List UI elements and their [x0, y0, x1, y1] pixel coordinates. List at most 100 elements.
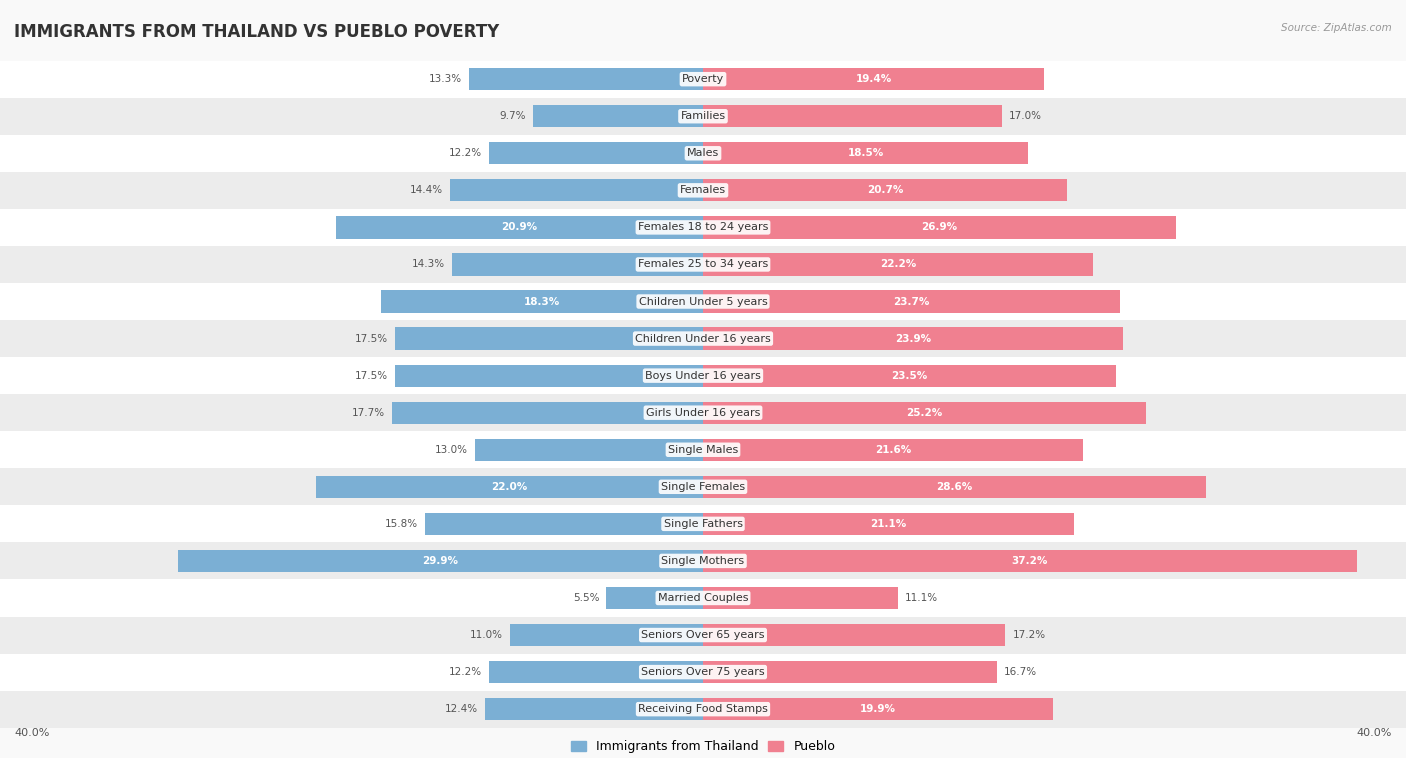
Text: 15.8%: 15.8% — [385, 519, 419, 529]
Text: Girls Under 16 years: Girls Under 16 years — [645, 408, 761, 418]
Bar — [489, 661, 703, 683]
Text: 17.5%: 17.5% — [356, 371, 388, 381]
Text: 9.7%: 9.7% — [499, 111, 526, 121]
Bar — [703, 402, 1146, 424]
Text: Children Under 5 years: Children Under 5 years — [638, 296, 768, 306]
Text: 14.3%: 14.3% — [412, 259, 444, 269]
Bar — [0, 357, 1406, 394]
Text: 17.2%: 17.2% — [1012, 630, 1046, 640]
Bar — [703, 327, 1123, 349]
Text: 17.7%: 17.7% — [352, 408, 385, 418]
Bar — [703, 661, 997, 683]
Text: 12.2%: 12.2% — [449, 149, 481, 158]
Text: Married Couples: Married Couples — [658, 593, 748, 603]
Bar — [475, 439, 703, 461]
Text: 25.2%: 25.2% — [907, 408, 942, 418]
Text: 14.4%: 14.4% — [409, 186, 443, 196]
Bar — [336, 216, 703, 239]
Text: 16.7%: 16.7% — [1004, 667, 1036, 677]
Bar — [0, 691, 1406, 728]
Bar — [450, 179, 703, 202]
Text: 11.0%: 11.0% — [470, 630, 503, 640]
Bar — [0, 653, 1406, 691]
Bar — [703, 179, 1067, 202]
Text: 13.0%: 13.0% — [434, 445, 467, 455]
Text: 20.7%: 20.7% — [866, 186, 903, 196]
Bar — [606, 587, 703, 609]
Bar — [703, 587, 898, 609]
Bar — [703, 365, 1116, 387]
Text: 28.6%: 28.6% — [936, 482, 973, 492]
Text: 21.1%: 21.1% — [870, 519, 907, 529]
Text: 23.9%: 23.9% — [896, 334, 931, 343]
Text: Single Fathers: Single Fathers — [664, 519, 742, 529]
Text: Boys Under 16 years: Boys Under 16 years — [645, 371, 761, 381]
Bar — [0, 468, 1406, 506]
Bar — [392, 402, 703, 424]
Bar — [703, 476, 1206, 498]
Text: 5.5%: 5.5% — [572, 593, 599, 603]
Text: 17.5%: 17.5% — [356, 334, 388, 343]
Bar — [451, 253, 703, 276]
Bar — [703, 216, 1175, 239]
Text: 12.2%: 12.2% — [449, 667, 481, 677]
Text: Children Under 16 years: Children Under 16 years — [636, 334, 770, 343]
Text: Poverty: Poverty — [682, 74, 724, 84]
Bar — [0, 616, 1406, 653]
Bar — [703, 624, 1005, 646]
Text: 17.0%: 17.0% — [1010, 111, 1042, 121]
Bar — [177, 550, 703, 572]
Bar — [0, 61, 1406, 98]
Bar — [0, 246, 1406, 283]
Text: 19.9%: 19.9% — [860, 704, 896, 714]
Bar — [703, 439, 1083, 461]
Text: 13.3%: 13.3% — [429, 74, 463, 84]
Bar — [470, 68, 703, 90]
Text: Seniors Over 65 years: Seniors Over 65 years — [641, 630, 765, 640]
Bar — [0, 543, 1406, 579]
Bar — [0, 579, 1406, 616]
Text: 19.4%: 19.4% — [855, 74, 891, 84]
Text: Receiving Food Stamps: Receiving Food Stamps — [638, 704, 768, 714]
Bar — [703, 68, 1043, 90]
Bar — [703, 105, 1001, 127]
Text: IMMIGRANTS FROM THAILAND VS PUEBLO POVERTY: IMMIGRANTS FROM THAILAND VS PUEBLO POVER… — [14, 23, 499, 41]
Bar — [381, 290, 703, 312]
Bar — [0, 506, 1406, 543]
Text: Females: Females — [681, 186, 725, 196]
Bar — [533, 105, 703, 127]
Bar — [510, 624, 703, 646]
Bar — [703, 698, 1053, 720]
Bar — [0, 135, 1406, 172]
Text: 26.9%: 26.9% — [921, 222, 957, 233]
Bar — [703, 290, 1119, 312]
Text: Seniors Over 75 years: Seniors Over 75 years — [641, 667, 765, 677]
Bar — [0, 320, 1406, 357]
Bar — [0, 431, 1406, 468]
Bar — [485, 698, 703, 720]
Text: Males: Males — [688, 149, 718, 158]
Text: 37.2%: 37.2% — [1012, 556, 1047, 566]
Text: 18.5%: 18.5% — [848, 149, 884, 158]
Text: Females 18 to 24 years: Females 18 to 24 years — [638, 222, 768, 233]
Bar — [703, 253, 1094, 276]
Bar — [703, 512, 1074, 535]
Text: 21.6%: 21.6% — [875, 445, 911, 455]
Text: Females 25 to 34 years: Females 25 to 34 years — [638, 259, 768, 269]
Bar — [395, 327, 703, 349]
Text: 20.9%: 20.9% — [502, 222, 537, 233]
Text: Source: ZipAtlas.com: Source: ZipAtlas.com — [1281, 23, 1392, 33]
Text: 23.5%: 23.5% — [891, 371, 928, 381]
Text: 18.3%: 18.3% — [524, 296, 561, 306]
Text: 22.0%: 22.0% — [492, 482, 527, 492]
Bar — [425, 512, 703, 535]
Bar — [0, 209, 1406, 246]
Text: 23.7%: 23.7% — [893, 296, 929, 306]
Text: 22.2%: 22.2% — [880, 259, 917, 269]
Text: Families: Families — [681, 111, 725, 121]
Bar — [0, 283, 1406, 320]
Bar — [489, 143, 703, 164]
Bar — [395, 365, 703, 387]
Bar — [0, 172, 1406, 209]
Bar — [0, 98, 1406, 135]
